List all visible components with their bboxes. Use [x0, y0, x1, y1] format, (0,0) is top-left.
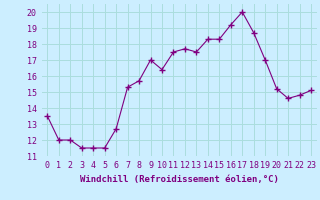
- X-axis label: Windchill (Refroidissement éolien,°C): Windchill (Refroidissement éolien,°C): [80, 175, 279, 184]
